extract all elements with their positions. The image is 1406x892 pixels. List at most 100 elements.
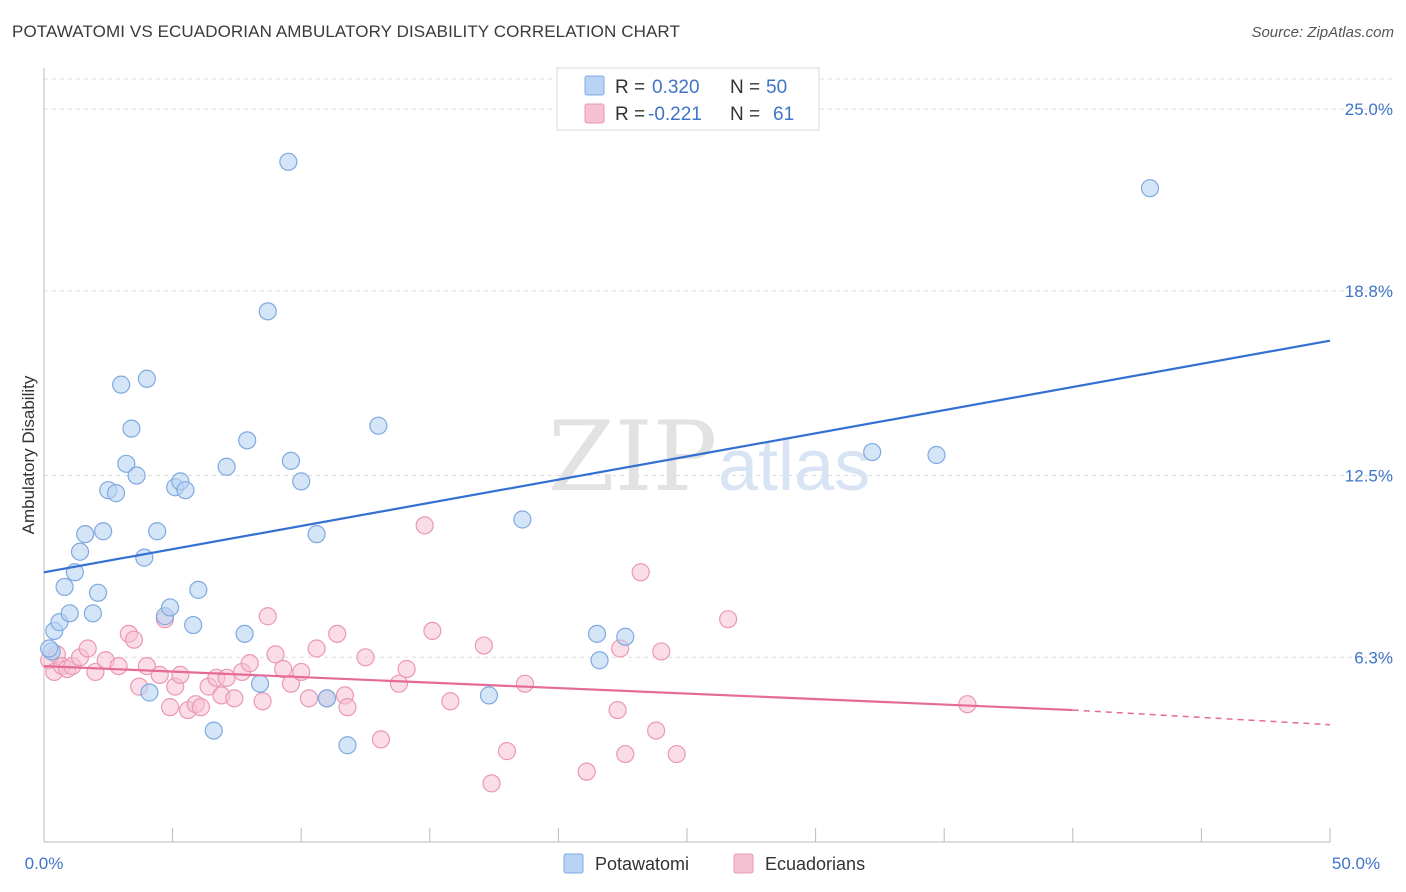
- data-point-ecuadorians: [631, 563, 650, 582]
- data-point-ecuadorians: [328, 624, 347, 643]
- data-point-ecuadorians: [240, 654, 259, 673]
- data-point-ecuadorians: [338, 698, 357, 717]
- data-point-ecuadorians: [171, 665, 190, 684]
- trend-line-ecuadorians-extension: [1072, 709, 1331, 726]
- legend-swatch-pink: [584, 103, 605, 124]
- data-point-potawatomi: [292, 472, 311, 491]
- data-point-potawatomi: [258, 302, 277, 321]
- data-point-ecuadorians: [577, 762, 596, 781]
- data-point-potawatomi: [60, 604, 79, 623]
- data-point-potawatomi: [927, 445, 946, 465]
- trend-line-potawatomi: [43, 339, 1331, 574]
- data-point-ecuadorians: [958, 695, 977, 714]
- data-point-ecuadorians: [150, 665, 169, 684]
- data-point-ecuadorians: [258, 607, 277, 626]
- legend-r-label-2: R =: [615, 104, 645, 125]
- data-point-ecuadorians: [299, 689, 319, 708]
- data-point-potawatomi: [616, 627, 635, 646]
- data-point-potawatomi: [238, 431, 257, 450]
- legend-r-value-2: -0.221: [648, 104, 702, 125]
- data-point-ecuadorians: [647, 721, 666, 740]
- data-point-ecuadorians: [281, 674, 301, 693]
- data-point-potawatomi: [160, 598, 180, 617]
- chart-title: POTAWATOMI VS ECUADORIAN AMBULATORY DISA…: [12, 22, 680, 41]
- data-point-ecuadorians: [474, 636, 493, 655]
- data-point-ecuadorians: [225, 689, 244, 708]
- data-point-potawatomi: [140, 683, 159, 702]
- data-point-potawatomi: [148, 522, 167, 541]
- x-axis-ticks: [43, 828, 1331, 842]
- y-axis-label: Ambulatory Disability: [19, 375, 38, 534]
- data-point-potawatomi: [250, 674, 270, 693]
- data-point-potawatomi: [587, 624, 607, 643]
- data-point-ecuadorians: [307, 639, 326, 658]
- y-tick-label: 18.8%: [1345, 282, 1393, 301]
- data-point-potawatomi: [117, 454, 136, 473]
- data-point-ecuadorians: [274, 659, 293, 679]
- data-point-ecuadorians: [652, 642, 671, 661]
- data-point-potawatomi: [479, 686, 499, 705]
- data-point-potawatomi: [189, 580, 208, 599]
- data-point-potawatomi: [122, 419, 141, 438]
- data-point-ecuadorians: [515, 674, 535, 693]
- data-point-potawatomi: [369, 416, 388, 435]
- trend-line-ecuadorians: [43, 664, 1073, 712]
- data-point-potawatomi: [176, 481, 195, 500]
- data-point-potawatomi: [235, 624, 254, 643]
- data-point-potawatomi: [217, 457, 236, 476]
- x-tick-label-max: 50.0%: [1332, 854, 1380, 873]
- data-point-ecuadorians: [371, 730, 391, 749]
- data-point-ecuadorians: [482, 774, 501, 793]
- data-point-potawatomi: [106, 484, 126, 503]
- data-point-potawatomi: [137, 369, 156, 388]
- y-axis-tick-labels: 6.3% 12.5% 18.8% 25.0%: [1345, 100, 1393, 667]
- data-point-ecuadorians: [253, 692, 272, 711]
- series-ecuadorians: [40, 516, 977, 793]
- legend-r-value-1: 0.320: [652, 77, 700, 98]
- data-point-potawatomi: [94, 522, 113, 541]
- data-point-ecuadorians: [266, 645, 285, 664]
- data-point-ecuadorians: [441, 692, 460, 711]
- data-point-ecuadorians: [78, 639, 97, 658]
- data-point-potawatomi: [863, 442, 882, 462]
- data-point-potawatomi: [88, 583, 108, 602]
- legend-n-label-2: N =: [730, 104, 760, 125]
- watermark-atlas: atlas: [718, 426, 870, 506]
- bottom-legend-potawatomi: Potawatomi: [595, 854, 689, 874]
- legend-r-label-1: R =: [615, 77, 645, 98]
- data-point-potawatomi: [127, 466, 146, 485]
- data-point-potawatomi: [83, 604, 102, 623]
- legend-swatch-blue: [584, 75, 605, 96]
- data-point-ecuadorians: [124, 630, 144, 649]
- bottom-legend-swatch-potawatomi: [563, 853, 584, 874]
- data-point-ecuadorians: [667, 744, 686, 764]
- series-potawatomi: [40, 152, 1160, 755]
- y-tick-label: 12.5%: [1345, 467, 1393, 486]
- data-point-ecuadorians: [719, 610, 738, 629]
- data-point-potawatomi: [1140, 179, 1160, 198]
- data-point-ecuadorians: [616, 744, 635, 764]
- legend-n-value-2: 61: [773, 104, 794, 125]
- data-point-potawatomi: [70, 542, 90, 561]
- data-point-potawatomi: [112, 375, 131, 394]
- data-point-ecuadorians: [109, 656, 128, 676]
- trend-lines: [43, 339, 1331, 726]
- data-point-potawatomi: [184, 615, 203, 635]
- data-point-potawatomi: [279, 152, 298, 171]
- data-point-potawatomi: [317, 689, 337, 708]
- bottom-legend-ecuadorians: Ecuadorians: [765, 854, 865, 874]
- data-point-ecuadorians: [160, 698, 180, 717]
- y-tick-label: 25.0%: [1345, 100, 1393, 119]
- data-point-ecuadorians: [191, 698, 210, 717]
- data-point-ecuadorians: [415, 516, 434, 535]
- data-point-potawatomi: [590, 651, 609, 670]
- data-point-potawatomi: [513, 510, 532, 529]
- bottom-legend-swatch-ecuadorians: [733, 853, 754, 874]
- data-point-potawatomi: [55, 577, 74, 597]
- watermark-zip: ZIP: [548, 401, 717, 513]
- data-point-potawatomi: [204, 721, 223, 740]
- x-tick-label-min: 0.0%: [25, 854, 64, 873]
- data-point-ecuadorians: [423, 621, 442, 641]
- data-point-potawatomi: [40, 639, 59, 658]
